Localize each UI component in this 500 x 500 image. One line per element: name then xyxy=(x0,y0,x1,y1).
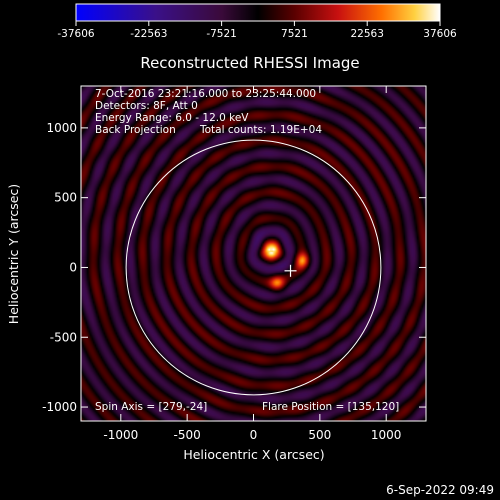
colorbar-tick-label: 7521 xyxy=(281,28,308,40)
colorbar xyxy=(76,4,440,21)
annotation-method: Back Projection xyxy=(95,124,176,136)
x-tick-label: -500 xyxy=(174,428,201,442)
colorbar-tick-label: -22563 xyxy=(130,28,167,40)
x-tick-label: -1000 xyxy=(103,428,138,442)
x-tick-label: 0 xyxy=(250,428,258,442)
x-tick-label: 500 xyxy=(308,428,331,442)
annotation-total-counts: Total counts: 1.19E+04 xyxy=(199,124,322,136)
chart-title: Reconstructed RHESSI Image xyxy=(140,54,359,72)
y-tick-label: 0 xyxy=(69,260,77,274)
solar-limb-circle xyxy=(125,139,382,396)
x-tick-label: 1000 xyxy=(371,428,402,442)
y-tick-label: -1000 xyxy=(42,400,77,414)
rhessi-heatmap xyxy=(81,86,426,421)
y-axis-label: Heliocentric Y (arcsec) xyxy=(6,184,21,324)
y-tick-label: -500 xyxy=(50,330,77,344)
colorbar-tick-label: -7521 xyxy=(206,28,237,40)
y-tick-label: 500 xyxy=(54,191,77,205)
axis-ticks: -1000 -500 0 500 1000 -1000 -500 0 500 1000 xyxy=(42,86,426,442)
colorbar-ticks: -37606 -22563 -7521 7521 22563 37606 xyxy=(57,21,457,40)
annotation-energy-range: Energy Range: 6.0 - 12.0 keV xyxy=(95,112,249,124)
x-axis-label: Heliocentric X (arcsec) xyxy=(183,447,324,462)
colorbar-tick-label: -37606 xyxy=(57,28,95,40)
annotation-detectors: Detectors: 8F, Att 0 xyxy=(95,100,198,112)
spin-axis-marker xyxy=(284,264,297,277)
annotation-time-range: 7-Oct-2016 23:21:16.000 to 23:25:44.000 xyxy=(95,88,316,100)
colorbar-tick-label: 37606 xyxy=(423,28,457,40)
annotation-spin-axis: Spin Axis = [279,-24] xyxy=(95,401,207,413)
footer-timestamp: 6-Sep-2022 09:49 xyxy=(386,483,494,497)
colorbar-tick-label: 22563 xyxy=(350,28,383,40)
y-tick-label: 1000 xyxy=(46,121,77,135)
annotation-flare-position: Flare Position = [135,120] xyxy=(262,401,399,413)
colorbar-frame xyxy=(75,3,441,22)
